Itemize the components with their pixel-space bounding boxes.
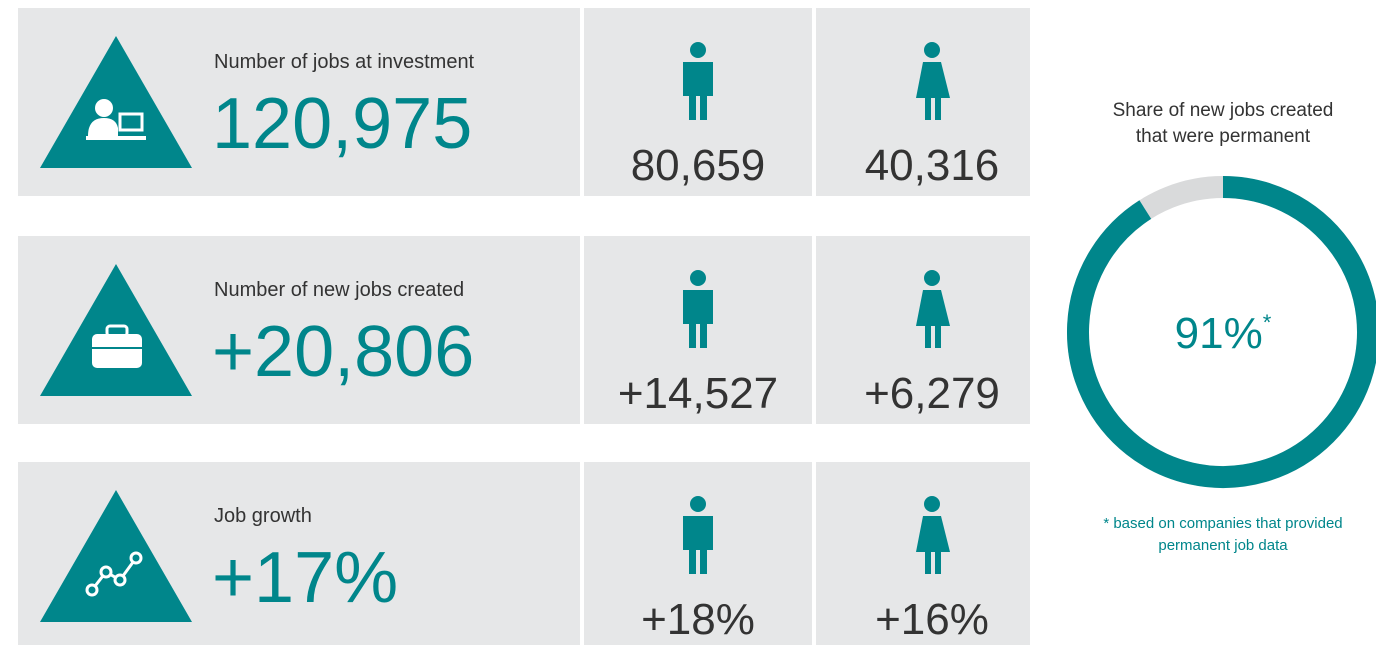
donut-note: * based on companies that provided	[1103, 515, 1342, 532]
icon	[95, 99, 113, 117]
panel	[584, 8, 812, 196]
icon	[129, 551, 143, 565]
men-value: +18%	[641, 595, 755, 644]
women-value: 40,316	[865, 141, 1000, 190]
women-value: +6,279	[864, 369, 1000, 418]
icon	[118, 112, 144, 132]
row-label: Number of jobs at investment	[214, 51, 475, 73]
women-value: +16%	[875, 595, 989, 644]
man-icon	[690, 270, 706, 286]
icon	[88, 118, 118, 136]
woman-icon	[924, 42, 940, 58]
panel	[816, 236, 1030, 424]
row-label: Job growth	[214, 505, 312, 527]
panel	[584, 236, 812, 424]
triangle	[40, 36, 192, 168]
donut-value: 91%	[1175, 309, 1263, 358]
donut-value: 91%*	[1175, 309, 1272, 358]
man-icon	[690, 42, 706, 58]
icon	[105, 324, 129, 338]
donut-marker: *	[1263, 310, 1272, 335]
man-icon	[690, 496, 706, 512]
man-icon	[683, 290, 713, 348]
icon	[85, 583, 99, 597]
donut-title: Share of new jobs created	[1113, 100, 1334, 121]
panel	[816, 8, 1030, 196]
men-value: 80,659	[631, 141, 766, 190]
men-value: +14,527	[618, 369, 778, 418]
woman-icon	[924, 270, 940, 286]
icon	[99, 565, 113, 579]
row-total: +20,806	[212, 312, 474, 392]
panel	[816, 462, 1030, 645]
man-icon	[683, 516, 713, 574]
woman-icon	[916, 516, 950, 574]
icon	[90, 557, 138, 591]
donut-arc	[1067, 176, 1376, 488]
icon	[113, 573, 127, 587]
donut-title: that were permanent	[1136, 126, 1311, 147]
panel	[584, 462, 812, 645]
row-total: 120,975	[212, 84, 472, 164]
woman-icon	[924, 496, 940, 512]
row: Number of jobs at investment 120,975 80,65…	[18, 8, 1030, 196]
icon	[86, 136, 146, 140]
woman-icon	[916, 290, 950, 348]
icon	[92, 334, 142, 368]
row-label: Number of new jobs created	[214, 279, 464, 301]
row: Job growth +17% +18% +16%	[18, 462, 1030, 645]
row-total: +17%	[212, 538, 398, 618]
man-icon	[683, 62, 713, 120]
triangle	[40, 264, 192, 396]
donut-note: permanent job data	[1158, 537, 1288, 554]
row: Number of new jobs created +20,806 +14,527…	[18, 236, 1030, 424]
woman-icon	[916, 62, 950, 120]
triangle	[40, 490, 192, 622]
